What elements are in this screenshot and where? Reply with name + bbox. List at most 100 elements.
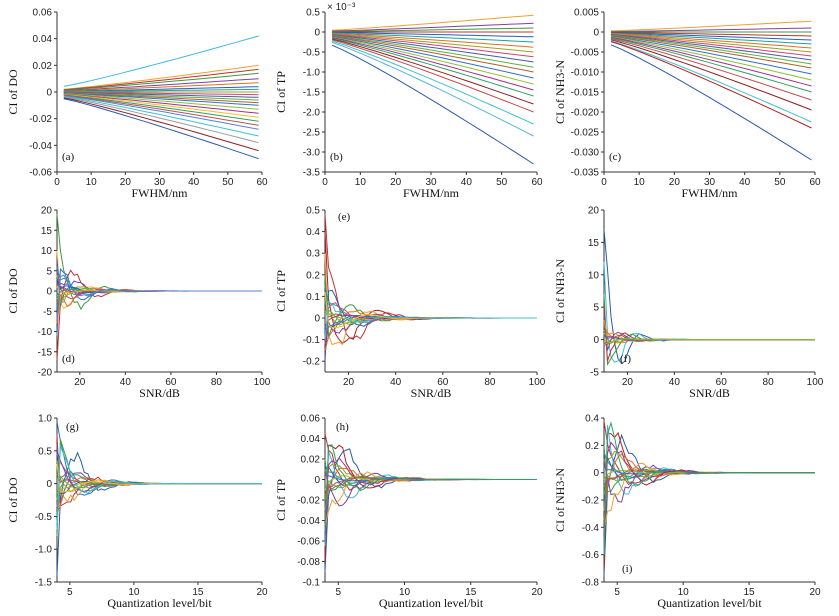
panel-label: (e): [338, 211, 351, 223]
y-tick-label: 0.04: [33, 34, 53, 45]
series-line: [603, 261, 815, 363]
series-line: [56, 434, 262, 507]
panel-label: (h): [336, 421, 349, 433]
series-line: [331, 41, 534, 137]
series-line: [63, 95, 259, 137]
series-line: [324, 300, 537, 340]
series-line: [603, 338, 815, 346]
series-line: [332, 34, 534, 58]
y-axis-label: CI of DO: [6, 268, 20, 314]
y-tick-label: 0.4: [306, 227, 320, 238]
series-line: [332, 37, 534, 91]
y-tick-label: -0.02: [297, 496, 320, 507]
y-tick-label: -0.04: [297, 516, 320, 527]
y-tick-label: 0: [46, 287, 52, 298]
y-tick-label: -0.6: [582, 550, 600, 561]
series-line: [610, 41, 812, 129]
series-line: [56, 287, 262, 324]
series-line: [610, 33, 812, 49]
y-scale-note: × 10⁻³: [327, 2, 356, 13]
y-axis-label: CI of NH3-N: [553, 259, 567, 323]
x-tick-label: 0: [322, 177, 328, 188]
x-tick-label: 60: [531, 177, 543, 188]
x-axis-label: Quantization level/bit: [379, 596, 484, 610]
y-tick-label: 5: [46, 266, 52, 277]
series-line: [63, 92, 259, 104]
series-line: [610, 36, 812, 81]
y-tick-label: 0.1: [306, 292, 320, 303]
y-tick-label: -0.06: [297, 537, 320, 548]
chart-panel: -0.06 -0.04 -0.02 0 0.02 0.04 0.06 0 10 20 30 40 50 6…: [6, 8, 268, 201]
series-line: [610, 33, 812, 53]
series-line: [56, 446, 262, 530]
series-line: [610, 27, 812, 33]
series-line: [603, 441, 815, 535]
panel-label: (i): [622, 563, 633, 575]
series-line: [603, 433, 815, 576]
y-tick-label: 0.2: [306, 270, 320, 281]
series-line: [603, 458, 815, 484]
series-line: [56, 451, 262, 576]
series-line: [603, 294, 815, 366]
series-line: [324, 457, 537, 521]
y-tick-label: -2.5: [303, 128, 321, 139]
y-tick-label: 0: [46, 479, 52, 490]
series-line: [610, 32, 812, 41]
series-line: [603, 320, 815, 342]
series-line: [603, 453, 815, 521]
x-tick-label: 5: [67, 587, 73, 598]
chart-panel: -0.1 -0.08 -0.06 -0.04 -0.02 0 0.02 0.04 0.06 5 10…: [274, 414, 543, 611]
series-line: [603, 424, 815, 555]
y-tick-label: 10: [41, 246, 53, 257]
x-tick-label: 50: [222, 177, 234, 188]
series-line: [63, 93, 259, 110]
panel-label: (a): [62, 151, 75, 163]
y-tick-label: -2.0: [303, 108, 321, 119]
x-tick-label: 80: [211, 377, 223, 388]
x-tick-label: 15: [192, 587, 204, 598]
y-tick-label: -0.8: [582, 578, 600, 589]
chart-panel: -20 -15 -10 -5 0 5 10 15 20 20 40 60 80 100 SNR/dB CI o…: [6, 206, 271, 401]
series-line: [324, 231, 537, 344]
x-tick-label: 60: [809, 177, 821, 188]
y-tick-label: -3.5: [303, 168, 321, 179]
y-tick-label: -0.035: [571, 168, 600, 179]
series-line: [332, 14, 534, 31]
x-tick-label: 15: [465, 587, 477, 598]
series-line: [610, 32, 812, 45]
y-axis-label: CI of NH3-N: [553, 60, 567, 124]
x-tick-label: 20: [120, 177, 132, 188]
chart-panel: -0.2 -0.1 0 0.1 0.2 0.3 0.4 0.5 20 40 60 80 100 SNR/d…: [274, 206, 546, 401]
y-tick-label: -0.010: [571, 68, 600, 79]
series-line: [56, 469, 262, 507]
y-tick-label: -1.0: [35, 545, 53, 556]
series-line: [610, 37, 812, 93]
y-tick-label: 0.3: [306, 249, 320, 260]
series-line: [63, 92, 259, 101]
x-tick-label: 0: [54, 177, 60, 188]
y-tick-label: -20: [38, 368, 53, 379]
x-tick-label: 10: [678, 587, 690, 598]
x-tick-label: 10: [128, 587, 140, 598]
y-tick-label: 20: [41, 206, 53, 217]
x-tick-label: 15: [744, 587, 756, 598]
series-line: [331, 37, 534, 97]
series-line: [324, 309, 537, 338]
y-tick-label: 0.04: [301, 434, 321, 445]
series-line: [332, 36, 534, 85]
panel-label: (c): [609, 151, 622, 163]
series-line: [56, 460, 262, 493]
chart-panel: -3.5 -3.0 -2.5 -2.0 -1.5 -1.0 -0.5 0 0.5 0 10 20 30 4…: [274, 2, 543, 200]
x-tick-label: 50: [774, 177, 786, 188]
y-tick-label: 5: [593, 303, 599, 314]
series-line: [324, 300, 537, 328]
y-tick-label: -1.0: [303, 68, 321, 79]
x-tick-label: 20: [343, 377, 355, 388]
x-tick-label: 50: [496, 177, 508, 188]
series-line: [332, 32, 534, 38]
y-tick-label: 10: [588, 270, 600, 281]
x-tick-label: 40: [120, 377, 132, 388]
series-line: [63, 94, 259, 126]
x-tick-label: 10: [634, 177, 646, 188]
y-tick-label: 0: [314, 314, 320, 325]
